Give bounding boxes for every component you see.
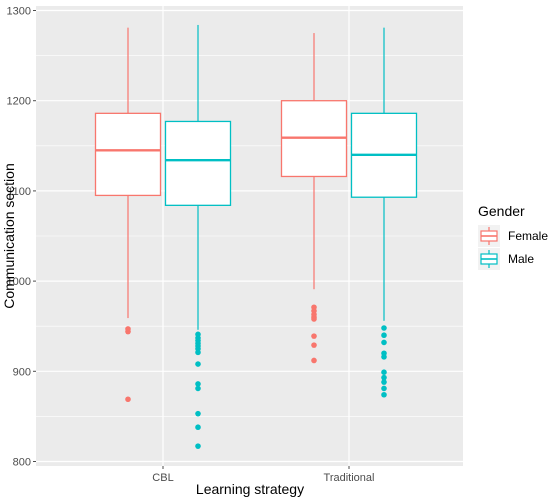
box-female-traditional	[280, 33, 348, 364]
outlier-point	[195, 349, 201, 356]
box-body	[164, 120, 232, 206]
outlier-point	[311, 333, 317, 339]
y-tick-label: 800	[13, 456, 31, 468]
legend-item-male: Male	[478, 248, 534, 270]
y-tick-label: 1100	[7, 186, 31, 198]
y-axis-title: Communication section	[1, 163, 17, 309]
box-female-cbl	[94, 27, 162, 403]
axes: 800 900 1000 1100 1200 1300 CBL Traditional	[7, 6, 375, 484]
y-tick-label: 900	[13, 366, 31, 378]
outlier-point	[195, 361, 201, 367]
outlier-point	[381, 374, 387, 381]
box-body	[94, 112, 162, 197]
outlier-point	[381, 385, 387, 392]
boxes	[94, 24, 418, 449]
box-male-cbl	[164, 24, 232, 449]
outlier-point	[195, 385, 201, 392]
outlier-point	[381, 369, 387, 375]
outlier-point	[195, 381, 201, 387]
outlier-point	[381, 391, 387, 398]
legend-item-female: Female	[478, 225, 548, 247]
box-male-traditional	[350, 27, 418, 398]
legend-label: Male	[508, 252, 534, 266]
outlier-point	[381, 325, 387, 331]
outlier-point	[125, 328, 131, 335]
outlier-point	[381, 354, 387, 360]
outlier-point	[381, 339, 387, 346]
outlier-point	[195, 410, 201, 417]
x-axis-title: Learning strategy	[196, 481, 304, 497]
y-tick-label: 1200	[7, 96, 31, 108]
legend-title: Gender	[478, 203, 525, 219]
x-tick-label: CBL	[152, 472, 173, 484]
legend: Gender Female Male	[478, 203, 548, 270]
outlier-point	[311, 342, 317, 348]
y-tick-label: 1300	[7, 6, 31, 18]
outlier-point	[311, 316, 317, 322]
y-tick-label: 1000	[7, 276, 31, 288]
outlier-point	[125, 396, 131, 403]
outlier-point	[381, 332, 387, 339]
outlier-point	[381, 379, 387, 385]
x-tick-label: Traditional	[324, 472, 375, 484]
legend-label: Female	[508, 229, 548, 243]
outlier-point	[195, 443, 201, 449]
outlier-point	[195, 424, 201, 431]
outlier-point	[311, 357, 317, 364]
